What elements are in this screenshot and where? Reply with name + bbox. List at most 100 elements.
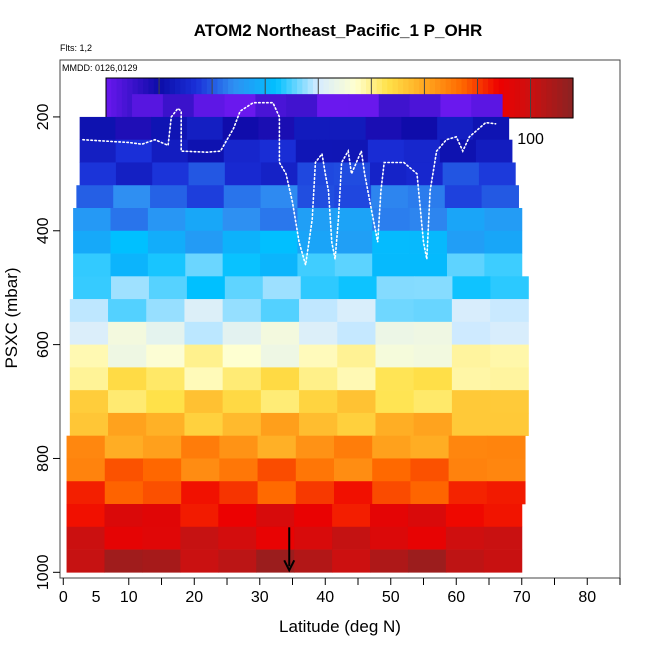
- heatmap-cell: [451, 367, 491, 391]
- heatmap-cell: [257, 481, 297, 505]
- heatmap-cell: [104, 526, 143, 550]
- heatmap-cell: [222, 367, 262, 391]
- heatmap-cell: [66, 435, 106, 459]
- heatmap-cell: [490, 344, 529, 368]
- colorbar-segment: [535, 78, 542, 118]
- heatmap-cell: [375, 321, 415, 345]
- heatmap-cell: [69, 321, 109, 345]
- heatmap-cell: [471, 94, 503, 118]
- heatmap-cell: [295, 458, 335, 482]
- heatmap-cell: [146, 299, 185, 323]
- heatmap-cell: [222, 412, 262, 436]
- heatmap-cell: [370, 162, 407, 186]
- heatmap-cell: [490, 321, 529, 345]
- heatmap-cell: [142, 526, 181, 550]
- heatmap-cell: [79, 162, 117, 186]
- heatmap-cell: [219, 458, 259, 482]
- heatmap-cell: [69, 412, 109, 436]
- heatmap-cell: [223, 185, 262, 209]
- heatmap-cell: [146, 367, 185, 391]
- heatmap-cell: [414, 276, 453, 300]
- heatmap-cell: [295, 481, 335, 505]
- heatmap-cell: [332, 549, 371, 573]
- heatmap-cell: [317, 94, 349, 118]
- heatmap-cell: [69, 344, 109, 368]
- heatmap-cell: [187, 139, 225, 163]
- heatmap-cell: [147, 230, 186, 254]
- y-tick-label: 400: [35, 217, 52, 244]
- heatmap-cell: [475, 139, 513, 163]
- heatmap-cell: [260, 390, 300, 414]
- heatmap-cell: [337, 390, 376, 414]
- heatmap-cell: [407, 504, 447, 528]
- heatmap-cell: [329, 116, 367, 140]
- heatmap-cell: [490, 276, 529, 300]
- heatmap-cell: [297, 185, 335, 209]
- heatmap-cell: [439, 139, 477, 163]
- heatmap-cell: [490, 390, 529, 414]
- heatmap-cell: [69, 367, 109, 391]
- heatmap-cell: [256, 504, 295, 528]
- heatmap-cell: [66, 458, 106, 482]
- heatmap-cell: [224, 276, 264, 300]
- heatmap-cell: [193, 94, 226, 118]
- heatmap-cell: [108, 367, 147, 391]
- heatmap-cell: [413, 412, 453, 436]
- heatmap-cell: [261, 162, 298, 186]
- heatmap-cell: [111, 276, 150, 300]
- heatmap-cell: [407, 549, 447, 573]
- heatmap-cell: [108, 321, 147, 345]
- heatmap-cell: [115, 162, 153, 186]
- heatmap-cell: [185, 230, 224, 254]
- heatmap-cell: [444, 185, 483, 209]
- heatmap-cell: [446, 230, 485, 254]
- heatmap-cell: [294, 526, 333, 550]
- heatmap-cell: [448, 458, 488, 482]
- heatmap-cell: [222, 390, 262, 414]
- heatmap-cell: [188, 162, 226, 186]
- heatmap-cell: [108, 299, 147, 323]
- plot-frame: [59, 59, 621, 579]
- heatmap-cell: [69, 390, 109, 414]
- heatmap-cell: [218, 504, 257, 528]
- heatmap-cell: [337, 367, 376, 391]
- y-tick-label: 600: [35, 331, 52, 358]
- heatmap-cells: [66, 94, 529, 573]
- heatmap-cell: [297, 162, 335, 186]
- heatmap-cell: [370, 526, 409, 550]
- heatmap-cell: [180, 549, 219, 573]
- heatmap-cell: [375, 299, 415, 323]
- heatmap-cell: [104, 435, 144, 459]
- heatmap-cell: [401, 116, 438, 140]
- heatmap-cell: [334, 230, 373, 254]
- heatmap-cell: [260, 185, 298, 209]
- y-tick-label: 200: [35, 103, 52, 130]
- heatmap-cell: [184, 367, 224, 391]
- heatmap-cell: [142, 481, 182, 505]
- heatmap-cell: [108, 412, 147, 436]
- heatmap-cell: [260, 321, 300, 345]
- heatmap-cell: [334, 253, 373, 277]
- colorbar-segment: [525, 78, 532, 118]
- heatmap-cell: [409, 230, 448, 254]
- heatmap-cell: [409, 94, 441, 118]
- x-tick-label: 50: [382, 589, 400, 606]
- heatmap-cell: [108, 344, 147, 368]
- heatmap-cell: [260, 299, 300, 323]
- y-tick-label: 1000: [35, 554, 52, 590]
- x-tick-label: 30: [251, 589, 269, 606]
- heatmap-cell: [104, 458, 144, 482]
- x-tick-label: 70: [513, 589, 531, 606]
- colorbar-segment: [504, 78, 510, 118]
- heatmap-cell: [148, 276, 188, 300]
- heatmap-cell: [413, 299, 453, 323]
- colorbar-tick-label: 100: [517, 131, 544, 148]
- heatmap-cell: [259, 139, 297, 163]
- heatmap-cell: [486, 458, 526, 482]
- colorbar-segment: [541, 78, 548, 118]
- heatmap-cell: [297, 230, 336, 254]
- heatmap-cell: [372, 208, 411, 232]
- heatmap-cell: [73, 230, 111, 254]
- x-tick-label: 5: [92, 589, 101, 606]
- heatmap-cell: [376, 276, 416, 300]
